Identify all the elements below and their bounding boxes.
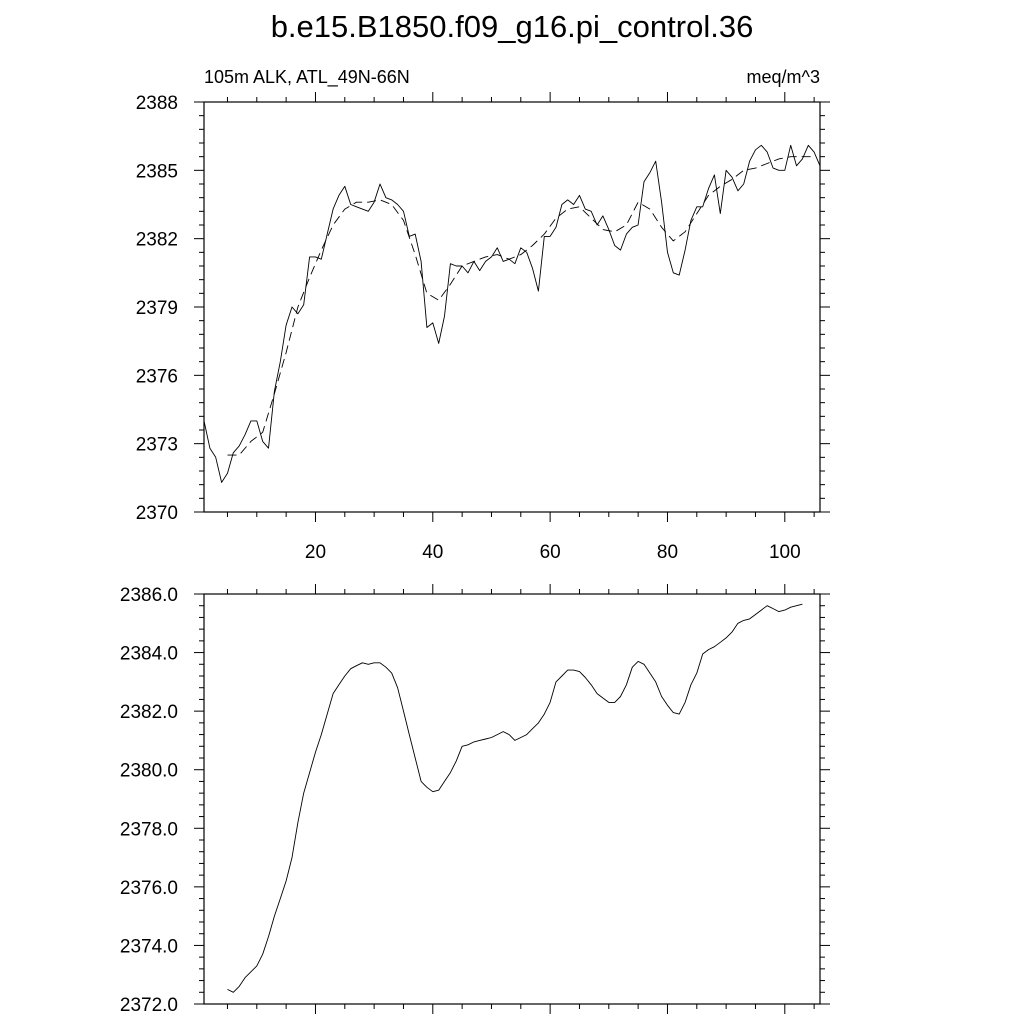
plot-frame [203, 593, 821, 1005]
x-tick-label: 100 [769, 542, 801, 563]
y-tick-label: 2379 [136, 298, 178, 319]
y-tick-label: 2376 [136, 366, 178, 387]
smoothed-series-line [227, 156, 815, 456]
x-tick-label: 20 [305, 542, 326, 563]
y-tick-label: 2384.0 [120, 644, 178, 665]
tick-labels: 2372.0 2374.0 2376.0 2378.0 2380.0 2382.0 2384… [120, 585, 178, 1016]
y-tick-label: 2380.0 [120, 761, 178, 782]
data-lines [227, 603, 803, 993]
bottom-panel: 2372.0 2374.0 2376.0 2378.0 2380.0 2382.0 2384… [120, 584, 830, 1016]
units-label: meq/m^3 [747, 67, 820, 87]
data-lines [203, 144, 821, 483]
x-tick-label: 40 [422, 542, 443, 563]
top-panel: 105m ALK, ATL_49N-66N meq/m^3 20 40 60 80 10… [136, 67, 830, 563]
variable-region-label: 105m ALK, ATL_49N-66N [204, 67, 410, 88]
tick-labels: 20 40 60 80 100 2370 2373 2376 2379 2382 2385 2388 [136, 93, 801, 563]
annual-series-line [203, 144, 821, 483]
tick-marks [194, 92, 830, 522]
y-tick-label: 2372.0 [120, 995, 178, 1016]
y-tick-label: 2388 [136, 93, 178, 114]
y-tick-label: 2386.0 [120, 585, 178, 606]
plot-frame [203, 101, 821, 513]
y-tick-label: 2373 [136, 435, 178, 456]
y-tick-label: 2382.0 [120, 702, 178, 723]
x-tick-label: 60 [540, 542, 561, 563]
annual-series-line [227, 603, 803, 993]
tick-marks [194, 584, 830, 1014]
y-tick-label: 2378.0 [120, 819, 178, 840]
y-tick-label: 2374.0 [120, 936, 178, 957]
chart-title: b.e15.B1850.f09_g16.pi_control.36 [271, 9, 754, 44]
y-tick-label: 2370 [136, 503, 178, 524]
y-tick-label: 2385 [136, 161, 178, 182]
y-tick-label: 2376.0 [120, 878, 178, 899]
y-tick-label: 2382 [136, 230, 178, 251]
x-tick-label: 80 [657, 542, 678, 563]
